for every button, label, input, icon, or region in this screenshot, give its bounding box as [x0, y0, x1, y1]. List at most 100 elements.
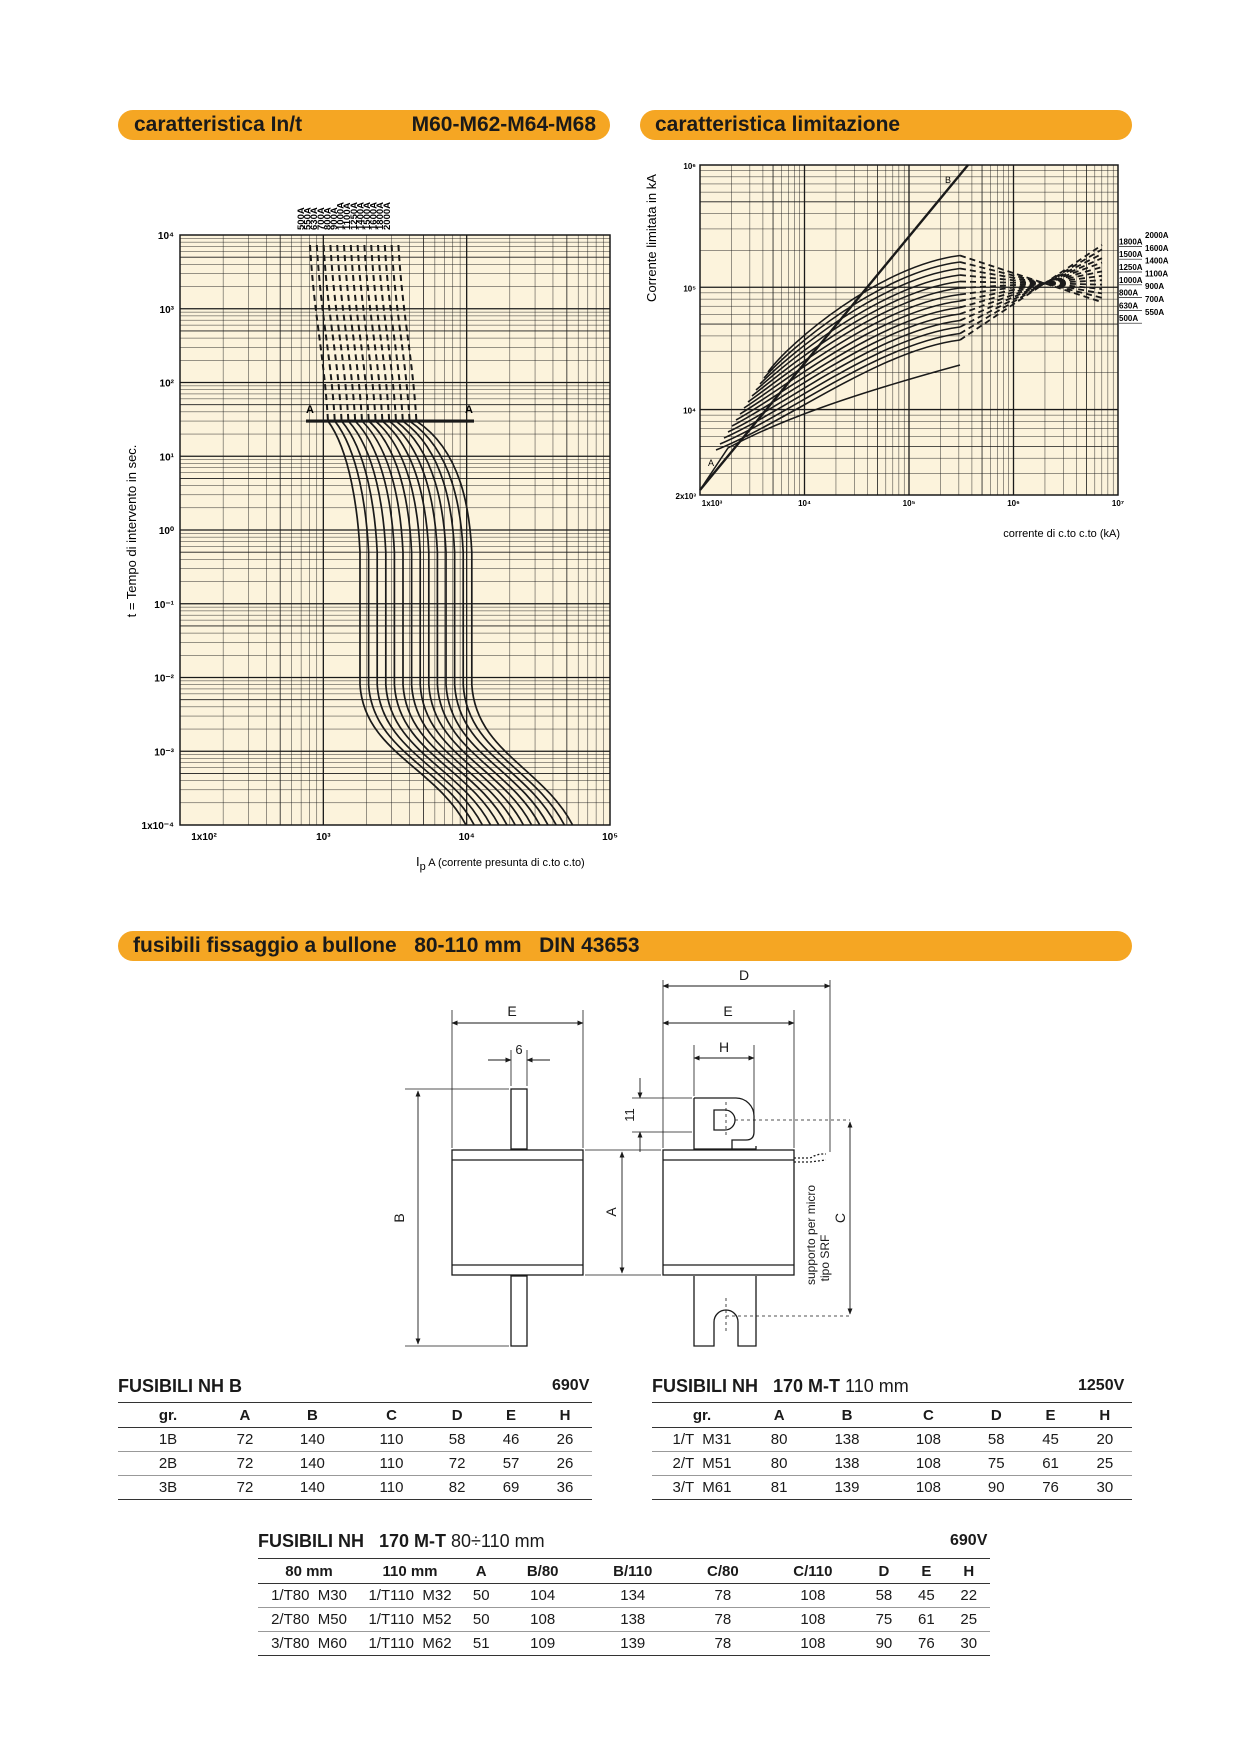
table-cell: 110 — [352, 1427, 431, 1452]
limit-chart-series-label: 1800A — [1119, 237, 1143, 246]
limit-chart-ytick: 10⁵ — [683, 284, 696, 293]
curve-chart-xtick: 10⁵ — [602, 832, 618, 843]
limit-chart-xtick: 10⁴ — [798, 499, 811, 508]
table-cell: 2/T M51 — [652, 1451, 752, 1476]
limit-chart-series-line — [723, 326, 961, 439]
limit-chart-series-line — [719, 332, 961, 445]
table-cell: 110 — [352, 1475, 431, 1500]
limit-chart-marker-b: B — [945, 175, 951, 185]
limit-chart-series-line — [767, 254, 961, 373]
curve-chart-series-line — [409, 420, 566, 826]
curve-chart-series-line — [322, 244, 343, 422]
nh-170-80-110-subtitle: 80÷110 mm — [451, 1531, 545, 1551]
table-cell: 50 — [460, 1607, 503, 1632]
curve-chart-series-line — [361, 420, 508, 826]
table-cell: 45 — [1023, 1427, 1078, 1452]
curve-chart-series-label: 500A — [296, 207, 307, 230]
nh-170-80-110-header-80mm: 80 mm — [258, 1558, 360, 1584]
limit-chart-xtick: 10⁶ — [1007, 499, 1020, 508]
table-cell: 30 — [947, 1631, 990, 1656]
curve-chart-series-line — [390, 244, 411, 422]
nh-170-80-110-table-voltage: 690V — [950, 1532, 988, 1549]
curve-chart-series-line — [415, 420, 574, 826]
table-cell: 90 — [969, 1475, 1024, 1500]
table-cell: 58 — [969, 1427, 1024, 1452]
nh-170-110-table: gr. A B C D E H 1/T M31 80 138 108 58 45… — [652, 1402, 1132, 1500]
table-cell: 139 — [582, 1631, 683, 1656]
right-fuse-bottom-slot — [693, 1276, 757, 1347]
limit-chart-series-label: 630A — [1119, 301, 1138, 310]
table-cell: 1B — [118, 1427, 218, 1452]
limit-chart-series-line — [739, 300, 961, 415]
table-cell: 30 — [1077, 1475, 1132, 1500]
table-cell: 138 — [582, 1607, 683, 1632]
limit-chart-series-dash — [959, 266, 1103, 309]
curve-chart-series-line — [388, 420, 541, 826]
table-cell: 25 — [947, 1607, 990, 1632]
curve-chart-series-label: 1250A — [349, 202, 360, 230]
nh-b-header-b: B — [271, 1402, 353, 1428]
curve-chart-series-line — [395, 420, 549, 826]
table-cell: 108 — [887, 1475, 970, 1500]
curve-chart-series-line — [315, 244, 336, 422]
limit-chart-series-line — [699, 364, 961, 491]
table-cell: 1/T110 M52 — [360, 1607, 460, 1632]
table-cell: 72 — [218, 1427, 272, 1452]
nh-170-110-table-voltage: 1250V — [1078, 1377, 1125, 1394]
nh-b-header-e: E — [484, 1402, 539, 1428]
curve-chart-series-label: 2000A — [382, 202, 393, 230]
table-cell: 69 — [484, 1475, 539, 1500]
table-cell: 82 — [430, 1475, 485, 1500]
table-cell: 46 — [484, 1427, 539, 1452]
nh-170-110-table-title: FUSIBILI NH 170 M-T 110 mm — [652, 1376, 909, 1397]
limit-chart-series-label: 1250A — [1119, 263, 1143, 272]
table-cell: 140 — [271, 1427, 353, 1452]
table-cell: 78 — [682, 1631, 764, 1656]
limit-chart-envelope-b — [699, 164, 969, 491]
curve-chart-series-line — [383, 244, 404, 422]
table-row: 3B 72 140 110 82 69 36 — [118, 1475, 592, 1500]
table-cell: 3B — [118, 1475, 218, 1500]
left-fuse-body — [451, 1149, 584, 1276]
curve-chart-series-line — [329, 244, 350, 422]
table-cell: 108 — [763, 1583, 863, 1608]
curve-chart-ytick: 10³ — [160, 305, 175, 316]
curve-chart-series-line — [343, 244, 363, 422]
table-row: 3/T M61 81 139 108 90 76 30 — [652, 1475, 1132, 1500]
table-cell: 76 — [905, 1631, 948, 1656]
nh-170-80-110-header-110mm: 110 mm — [360, 1558, 460, 1584]
limit-section-title: caratteristica limitazione — [655, 113, 901, 136]
table-cell: 139 — [806, 1475, 888, 1500]
limit-chart-xtick: 10⁷ — [1112, 499, 1124, 508]
curve-chart-series-label: 1800A — [375, 202, 386, 230]
nh-b-header-a: A — [218, 1402, 272, 1428]
nh-170-80-110-title-text: FUSIBILI NH 170 M-T — [258, 1531, 447, 1551]
limit-chart-xlabel: corrente di c.to c.to (kA) — [1003, 528, 1120, 540]
left-fuse-bottom-blade — [510, 1275, 528, 1347]
curve-chart-series-line — [397, 244, 418, 422]
limit-chart-series-dash — [959, 253, 1103, 328]
nh-170-80-110-header-d: D — [862, 1558, 906, 1584]
limit-chart-series-label: 500A — [1119, 314, 1138, 323]
table-cell: 22 — [947, 1583, 990, 1608]
curve-chart-ytick: 10⁻² — [154, 674, 174, 685]
curve-chart-series-line — [377, 244, 397, 422]
curve-chart-series-label: 1600A — [369, 202, 380, 230]
limit-chart-series-dash — [959, 267, 1103, 295]
limit-chart-marker-a: A — [708, 458, 714, 468]
table-cell: 36 — [538, 1475, 592, 1500]
curve-chart-series-line — [363, 244, 384, 422]
limit-chart-series-line — [759, 267, 961, 385]
table-cell: 58 — [862, 1583, 906, 1608]
limit-chart-series-label: 550A — [1145, 308, 1164, 317]
limit-chart: 10⁶ 10⁵ 10⁴ 2x10³ 1x10³ 10⁴ 10⁵ 10⁶ 10⁷ 2000A18… — [644, 162, 1169, 540]
nh-170-110-header-gr: gr. — [652, 1402, 752, 1428]
table-row: 1/T80 M30 1/T110 M32 50 104 134 78 108 5… — [258, 1583, 990, 1608]
table-cell: 3/T M61 — [652, 1475, 752, 1500]
table-cell: 26 — [538, 1427, 592, 1452]
curve-chart-ytick: 1x10⁻⁴ — [142, 821, 175, 832]
table-row: 2/T M51 80 138 108 75 61 25 — [652, 1451, 1132, 1476]
limit-chart-ytick: 10⁴ — [683, 407, 696, 416]
table-cell: 80 — [752, 1427, 807, 1452]
curve-chart-marker-a-right: A — [465, 404, 473, 416]
